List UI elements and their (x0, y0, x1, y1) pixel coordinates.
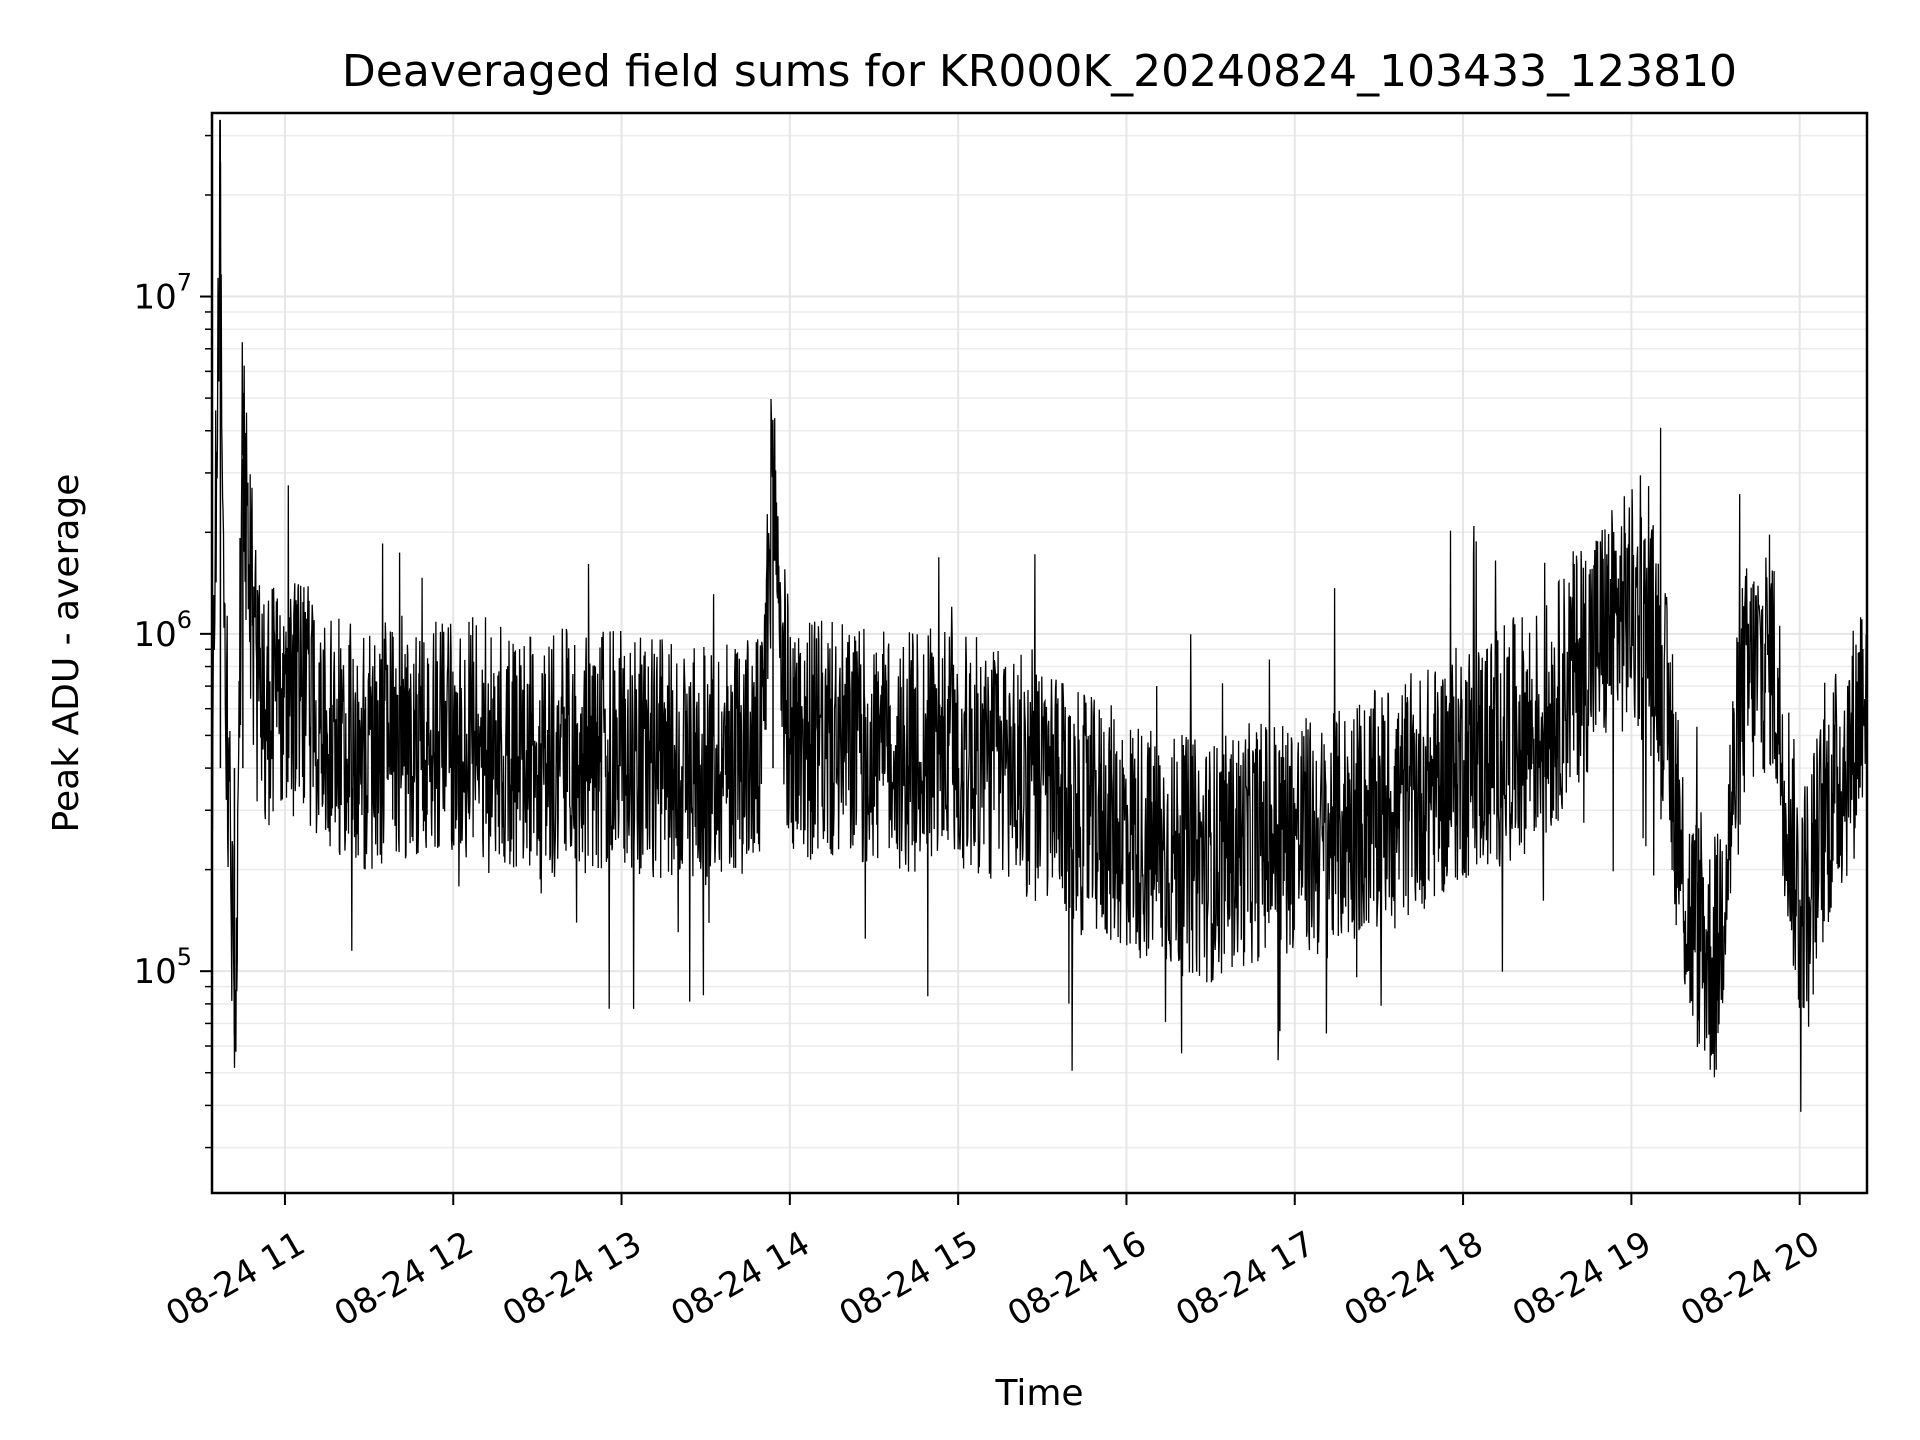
y-tick-base: 10 (133, 278, 176, 318)
y-axis-label: Peak ADU - average (46, 474, 87, 833)
y-tick-label: 105 (133, 943, 192, 992)
y-tick-label: 106 (133, 606, 192, 655)
y-tick-exponent: 5 (177, 943, 192, 971)
series-layer (211, 119, 1868, 1112)
y-tick-exponent: 7 (177, 269, 192, 297)
plot-frame (210, 111, 1869, 1195)
y-tick-label: 107 (133, 269, 192, 318)
chart-title: Deaveraged field sums for KR000K_2024082… (342, 46, 1737, 97)
x-axis-label: Time (994, 1373, 1083, 1414)
y-tick-base: 10 (133, 615, 176, 655)
series-line (211, 119, 1868, 1112)
y-tick-base: 10 (133, 952, 176, 992)
y-tick-exponent: 6 (177, 606, 192, 634)
